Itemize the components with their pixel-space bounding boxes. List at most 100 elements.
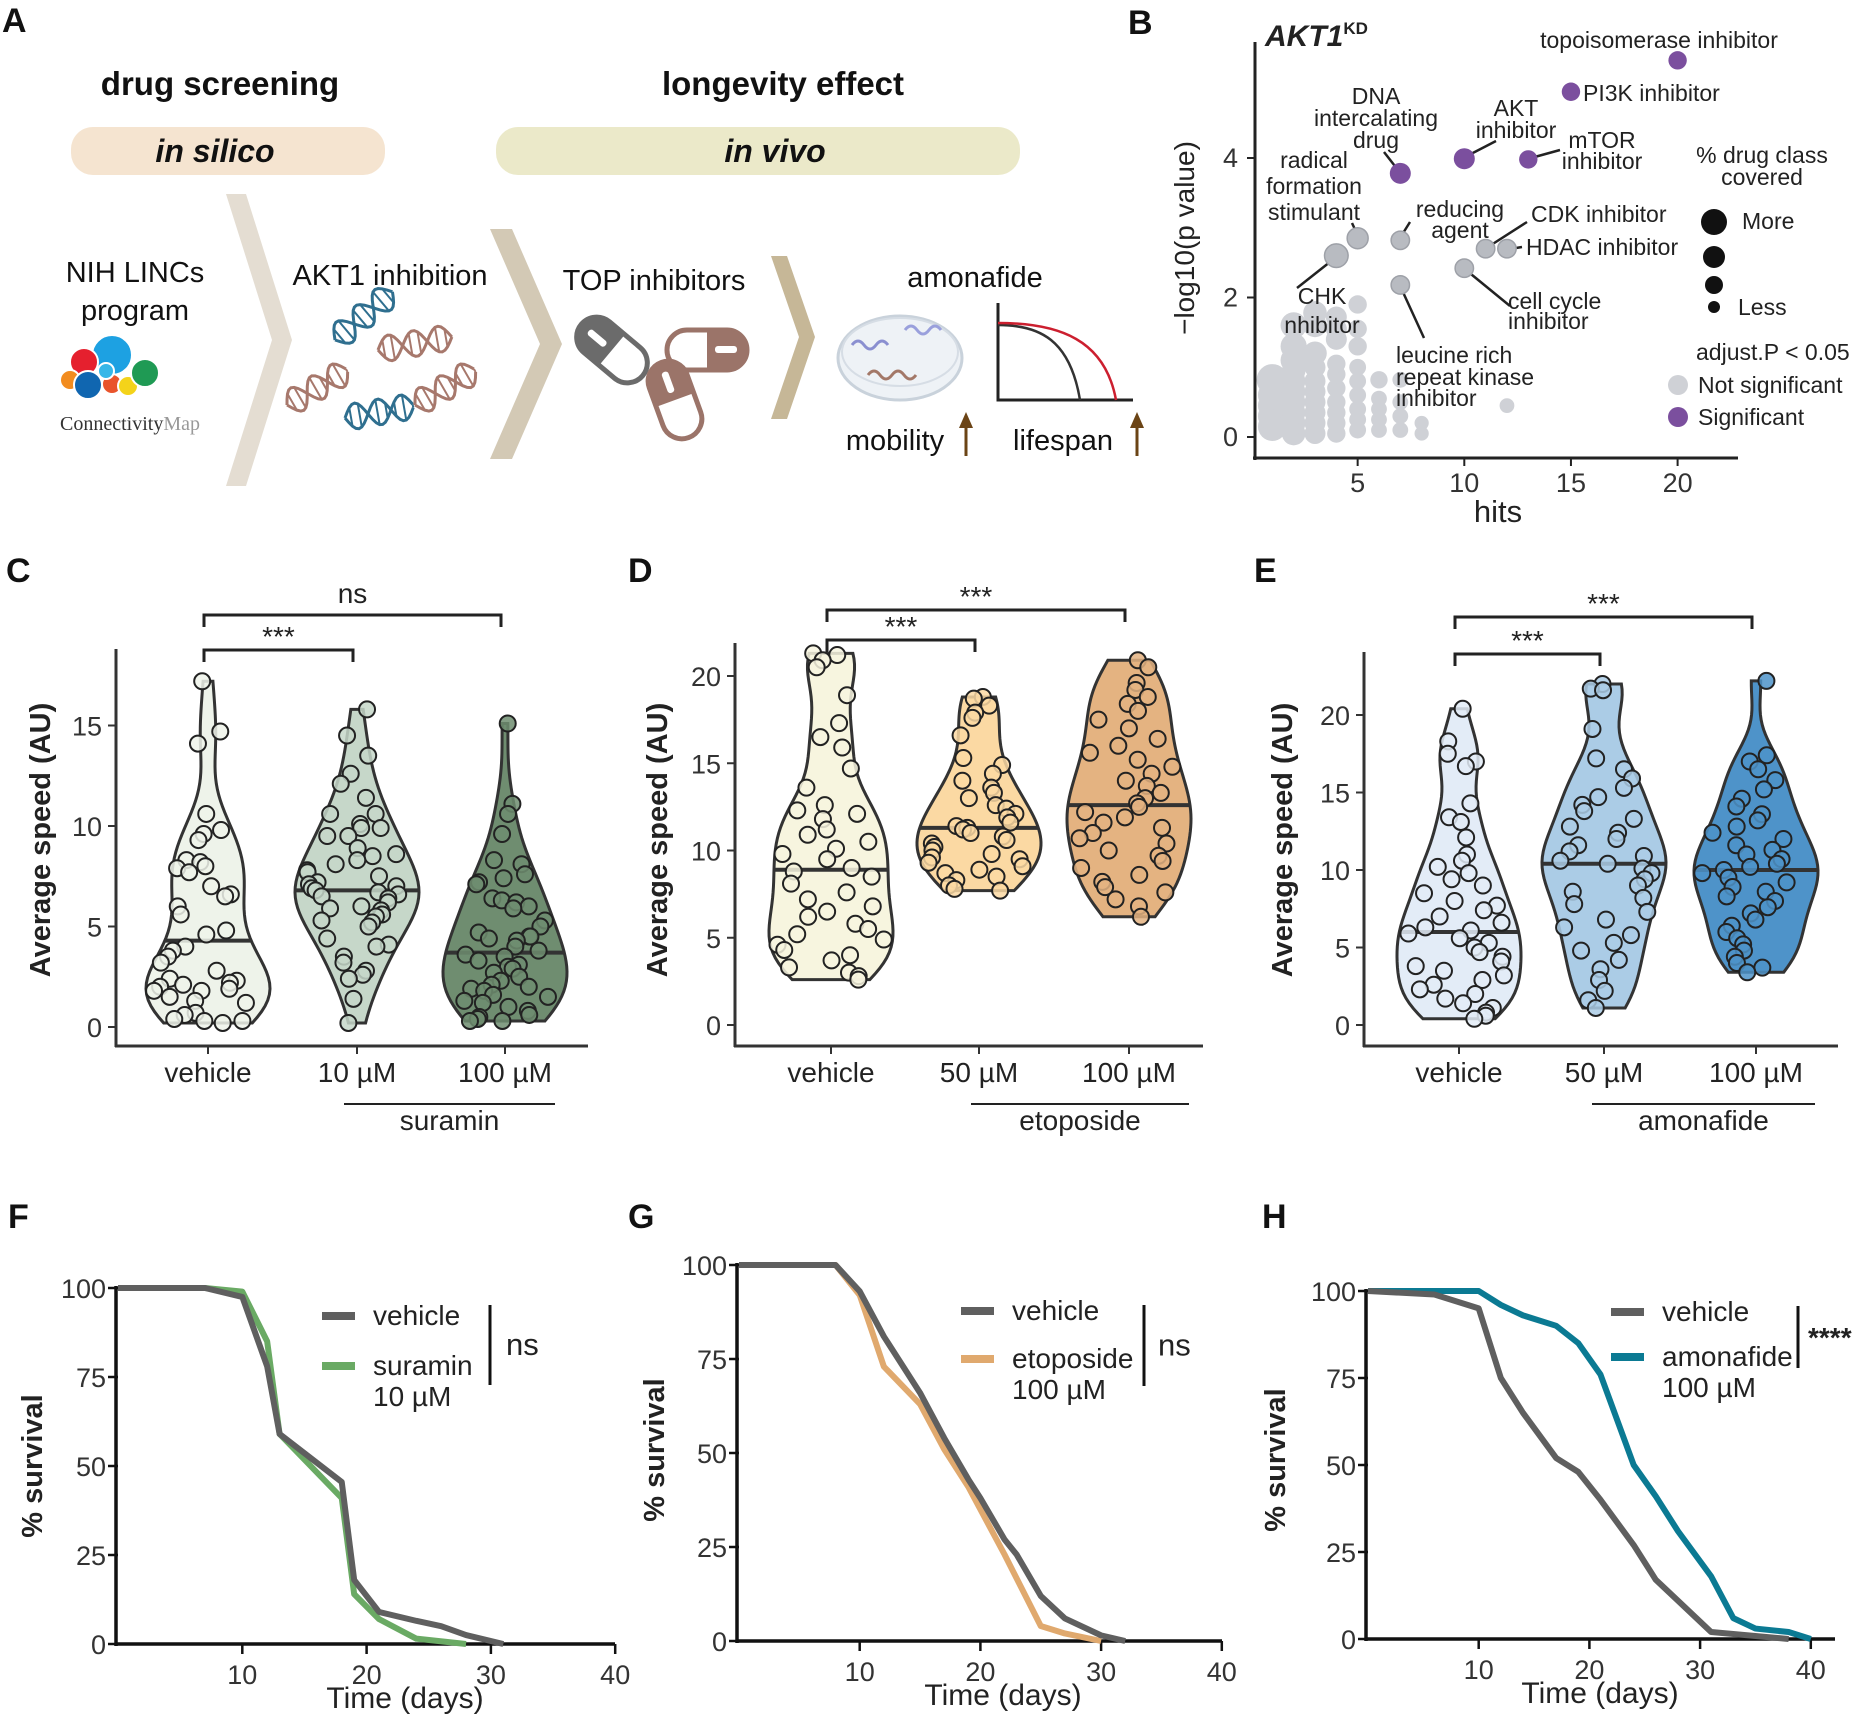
data-point: [1767, 854, 1786, 873]
data-point: [460, 1011, 479, 1030]
data-point: [1604, 933, 1623, 952]
data-point: [189, 831, 208, 850]
y-tick-label: 0: [1335, 1011, 1350, 1041]
significance-label: ***: [885, 611, 918, 642]
data-point: [499, 804, 518, 823]
x-category-label: vehicle: [1415, 1057, 1502, 1088]
dna-rung: [356, 403, 363, 428]
point-label: inhibitor: [1396, 385, 1477, 411]
x-tick-label: 20: [1574, 1655, 1604, 1685]
point-label: CDK inhibitor: [1531, 201, 1667, 227]
data-point: [1442, 870, 1461, 889]
dna-rung: [306, 391, 310, 395]
point-label: agent: [1431, 217, 1489, 243]
data-point: [312, 911, 331, 930]
data-point: [1072, 858, 1091, 877]
logo-text-connectivity: Connectivity: [60, 413, 163, 435]
data-point: [859, 832, 878, 851]
dna-rung: [407, 333, 414, 356]
data-point: [326, 855, 345, 874]
x-tick-label: 30: [1685, 1655, 1715, 1685]
survival-curve-treatment: [118, 1285, 467, 1647]
data-point: [467, 875, 486, 894]
dna-strand: [343, 397, 415, 431]
scatter-point: [1349, 358, 1367, 376]
point-label: inhibitor: [1562, 148, 1643, 174]
color-legend-dot: [1668, 407, 1688, 427]
data-point: [1607, 830, 1626, 848]
data-point: [1001, 813, 1020, 832]
lifespan-label: lifespan: [1013, 425, 1113, 457]
y-axis-title: Average speed (AU): [25, 703, 57, 978]
data-point: [171, 905, 190, 924]
dna-rung: [372, 305, 376, 310]
data-point: [1758, 898, 1777, 917]
survival-curve-vehicle: [118, 1285, 505, 1647]
point-label: reducing: [1416, 196, 1504, 222]
data-point: [359, 917, 378, 936]
data-point: [830, 714, 849, 733]
data-point: [1757, 671, 1776, 690]
data-point: [1131, 907, 1150, 926]
data-point: [1587, 749, 1606, 768]
data-point: [1774, 830, 1793, 848]
data-point: [1139, 658, 1158, 677]
dna-icon: [343, 393, 415, 431]
data-point: [775, 940, 794, 959]
significance-label: ****: [1808, 1322, 1852, 1353]
point-label: formation: [1266, 173, 1362, 199]
data-point: [1153, 818, 1172, 837]
group-label: etoposide: [1019, 1105, 1140, 1136]
data-point: [1406, 957, 1425, 976]
panel-label: A: [2, 2, 27, 40]
dna-rung: [443, 329, 449, 347]
data-point: [338, 726, 357, 745]
data-point: [1109, 736, 1128, 755]
data-point: [848, 804, 867, 823]
scatter-point-labeled: [1668, 51, 1687, 70]
data-point: [1130, 797, 1149, 816]
x-tick-label: 20: [1663, 468, 1693, 498]
data-point: [1415, 884, 1434, 903]
y-tick-label: 25: [1326, 1538, 1356, 1568]
size-legend-title: % drug class: [1696, 142, 1828, 168]
data-point: [945, 879, 964, 898]
heading-drug-screening: drug screening: [101, 65, 339, 102]
data-point: [174, 975, 193, 994]
data-point: [211, 722, 230, 741]
data-point: [833, 738, 852, 757]
y-tick-label: 50: [1326, 1451, 1356, 1481]
data-point: [781, 874, 800, 893]
in-silico-pill: [71, 127, 385, 175]
y-axis-title: −log10(p value): [1169, 141, 1200, 335]
data-point: [841, 759, 860, 778]
data-point: [1741, 857, 1760, 876]
scatter-point: [1348, 337, 1367, 356]
data-point: [1428, 857, 1447, 876]
heading-longevity-effect: longevity effect: [662, 65, 904, 102]
capsule-icon: [574, 314, 650, 386]
legend-sublabel: 10 µM: [373, 1381, 451, 1412]
data-point: [1119, 719, 1138, 738]
data-point: [1153, 851, 1172, 870]
data-point: [963, 708, 982, 727]
significance-bracket: [825, 608, 1127, 622]
data-point: [798, 825, 817, 844]
x-category-label: 100 µM: [458, 1057, 552, 1088]
y-tick-label: 0: [712, 1627, 727, 1657]
data-point: [1717, 887, 1736, 906]
dna-strand: [343, 393, 414, 427]
mobility-label: mobility: [846, 425, 945, 457]
chevron-arrow: [226, 194, 292, 486]
panel-label: B: [1128, 4, 1153, 42]
scatter-point: [1370, 371, 1388, 389]
data-point: [1438, 744, 1457, 763]
legend-label: vehicle: [373, 1300, 460, 1331]
size-legend-more: More: [1742, 208, 1794, 234]
y-tick-label: 5: [87, 913, 102, 943]
capsule-shine: [587, 329, 607, 347]
data-point: [1096, 878, 1115, 897]
panel-label: G: [628, 1198, 654, 1236]
data-point: [1598, 854, 1617, 873]
